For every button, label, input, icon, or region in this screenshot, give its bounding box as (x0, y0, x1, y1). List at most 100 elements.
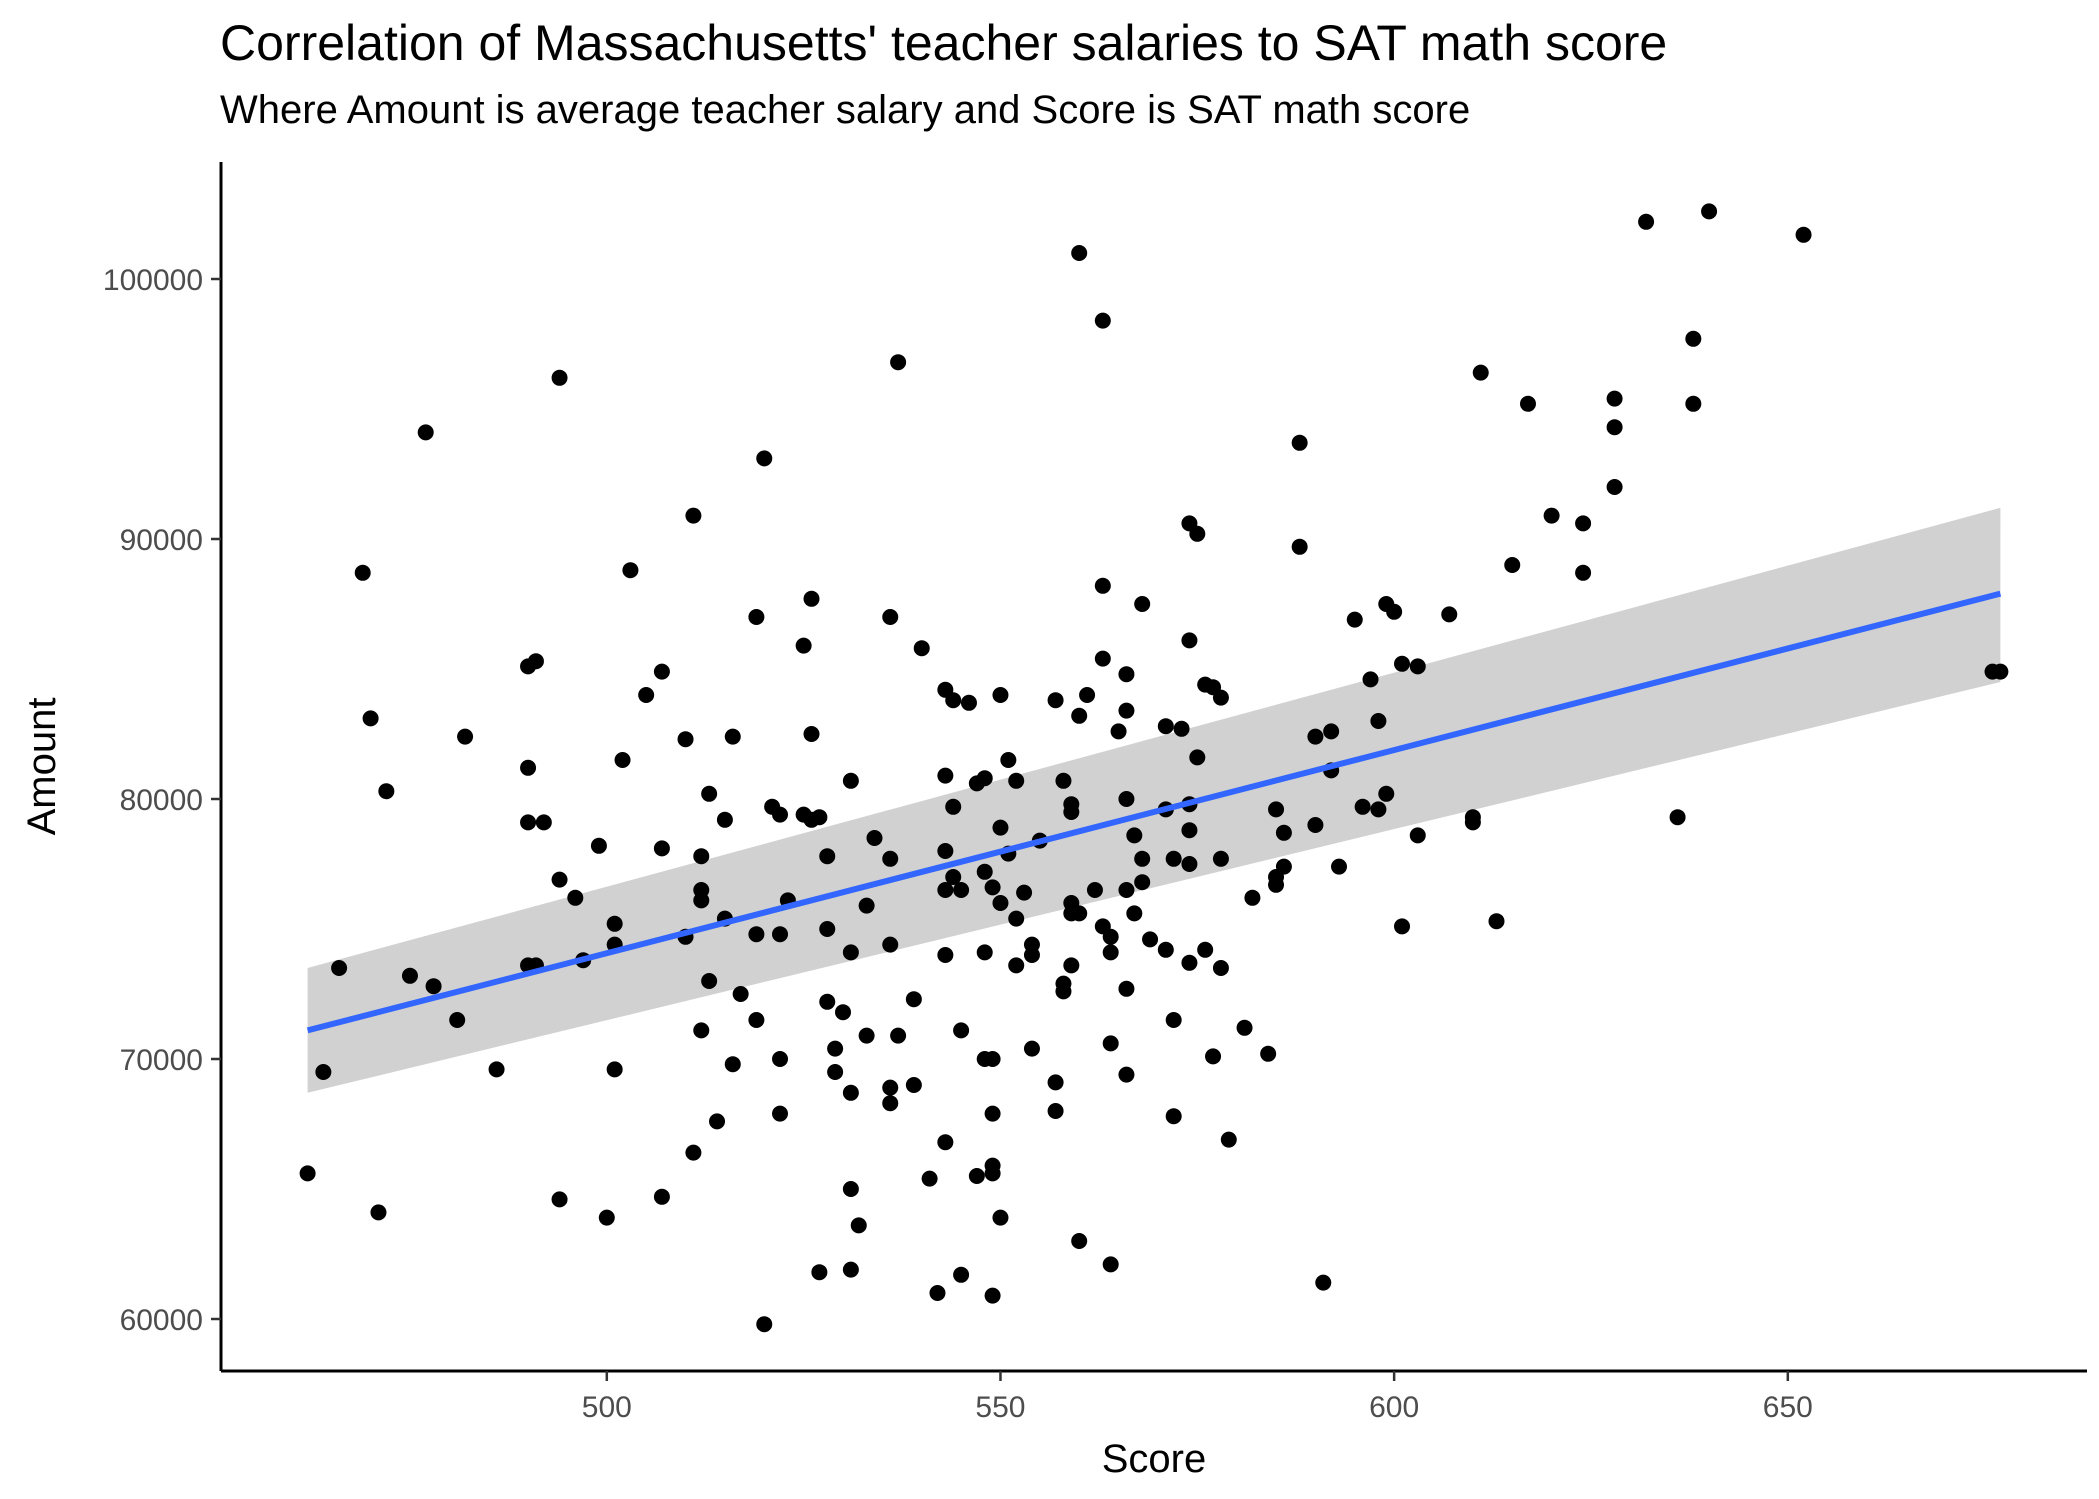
data-point (984, 1051, 1001, 1067)
data-point (1370, 713, 1387, 729)
data-point (1142, 931, 1159, 948)
data-point (1205, 1048, 1222, 1065)
data-point (1606, 419, 1623, 436)
data-point (488, 1061, 505, 1078)
data-point (1086, 882, 1103, 898)
data-point (953, 1266, 970, 1283)
data-point (945, 692, 962, 709)
confidence-band-layer (307, 507, 2001, 1093)
trend-line (306, 590, 2002, 1034)
data-point (1307, 728, 1324, 745)
data-point (772, 926, 789, 943)
confidence-band (307, 507, 2001, 1093)
data-point (693, 848, 710, 865)
data-point (401, 967, 418, 984)
data-point (520, 759, 537, 776)
data-point (622, 562, 639, 579)
data-point (842, 1181, 859, 1197)
data-point (1189, 525, 1206, 542)
data-point (1315, 1274, 1332, 1291)
data-point (811, 809, 828, 826)
data-point (937, 843, 954, 859)
data-point (1575, 515, 1592, 532)
data-point (1394, 918, 1411, 935)
data-point (1118, 702, 1135, 719)
data-point (1181, 954, 1198, 971)
data-point (1110, 723, 1127, 740)
data-point (598, 1209, 615, 1226)
data-point (1134, 874, 1151, 891)
data-point (1047, 692, 1064, 709)
data-point (748, 926, 765, 943)
data-point (905, 991, 922, 1008)
data-point (905, 1077, 922, 1093)
chart-title: Correlation of Massachusetts' teacher sa… (220, 15, 1668, 71)
data-point (992, 819, 1009, 836)
data-point (858, 897, 875, 914)
data-point (1669, 809, 1686, 826)
data-point (1795, 226, 1812, 243)
data-point (1102, 928, 1119, 945)
data-point (937, 882, 954, 898)
data-point (1236, 1019, 1253, 1036)
data-point (1000, 752, 1017, 768)
axes-layer: 500 550 600 650 60000 70000 80000 90000 100000 (103, 162, 2087, 1424)
data-point (976, 770, 993, 787)
data-point (945, 798, 962, 815)
data-point (685, 507, 702, 524)
data-point (1181, 632, 1198, 649)
data-point (1275, 824, 1292, 841)
data-point (590, 837, 607, 854)
data-point (709, 1113, 726, 1130)
data-point (1126, 905, 1143, 922)
data-point (1189, 749, 1206, 766)
data-point (882, 850, 899, 867)
data-point (913, 640, 930, 657)
data-point (1181, 856, 1198, 872)
data-point (984, 1165, 1001, 1182)
data-point (1370, 801, 1387, 818)
y-tick-label: 70000 (120, 1044, 203, 1077)
data-point (1386, 603, 1403, 620)
data-point (1685, 330, 1702, 347)
data-point (795, 637, 812, 654)
data-point (921, 1170, 938, 1187)
data-point (1268, 801, 1285, 818)
data-point (1102, 944, 1119, 961)
data-point (1181, 822, 1198, 839)
data-point (748, 609, 765, 625)
data-point (992, 687, 1009, 703)
data-point (354, 564, 371, 581)
data-point (1409, 658, 1426, 675)
data-point (819, 993, 836, 1010)
data-point (866, 830, 883, 846)
data-points-layer (299, 203, 2009, 1333)
data-point (1638, 213, 1655, 230)
data-point (984, 1105, 1001, 1122)
data-point (1220, 1131, 1237, 1148)
data-point (1543, 507, 1560, 524)
data-point (653, 840, 670, 857)
data-point (992, 895, 1009, 911)
data-point (1102, 1256, 1119, 1273)
data-point (1197, 941, 1214, 958)
data-point (1354, 798, 1371, 815)
data-point (929, 1285, 946, 1301)
data-point (653, 1188, 670, 1205)
data-point (1157, 941, 1174, 958)
data-point (890, 1027, 907, 1044)
data-point (1378, 785, 1395, 802)
data-point (953, 1022, 970, 1039)
data-point (842, 1084, 859, 1101)
data-point (370, 1204, 387, 1221)
data-point (331, 960, 348, 976)
data-point (1157, 718, 1174, 735)
data-point (827, 1040, 844, 1057)
data-point (693, 892, 710, 909)
data-point (1606, 390, 1623, 407)
data-point (1268, 876, 1285, 893)
data-point (1685, 395, 1702, 412)
data-point (527, 653, 544, 670)
data-point (937, 947, 954, 963)
